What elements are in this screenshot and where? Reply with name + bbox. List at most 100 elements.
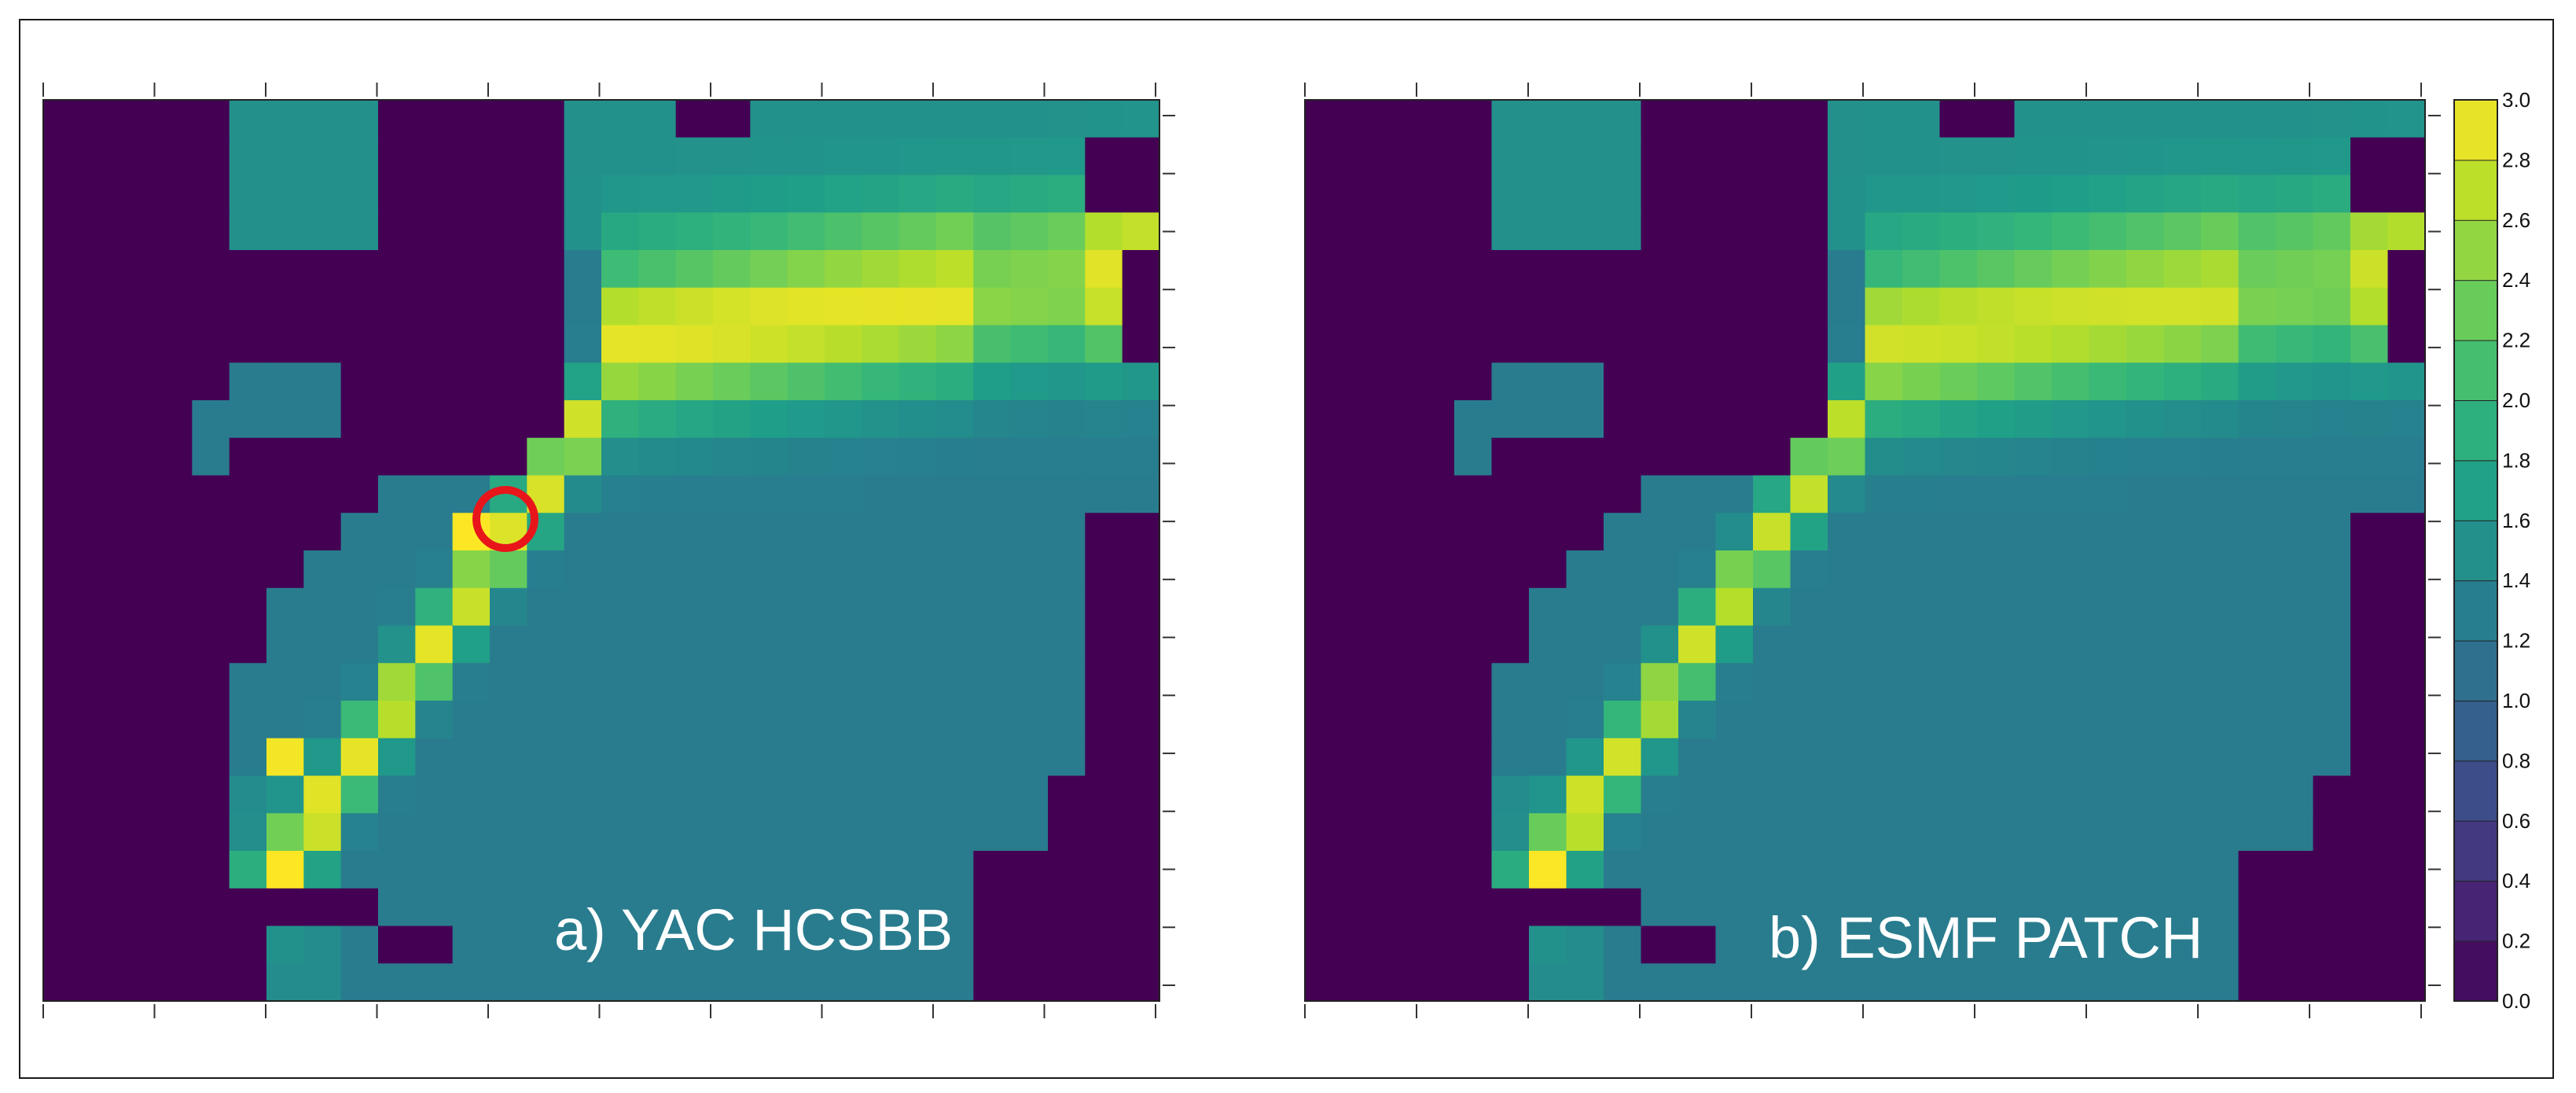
heatmap-cell: [973, 775, 1012, 814]
heatmap-panel-a: [42, 99, 1160, 1002]
heatmap-cell: [2313, 926, 2351, 964]
heatmap-cell: [192, 513, 230, 551]
heatmap-cell: [2163, 175, 2202, 213]
heatmap-cell: [1122, 100, 1160, 138]
heatmap-cell: [490, 888, 527, 927]
heatmap-cell: [1342, 587, 1380, 627]
heatmap-cell: [1566, 963, 1604, 1002]
heatmap-cell: [1865, 701, 1903, 739]
heatmap-cell: [303, 550, 342, 589]
heatmap-cell: [638, 625, 677, 664]
heatmap-cell: [155, 100, 193, 138]
heatmap-cell: [378, 137, 416, 176]
heatmap-cell: [713, 325, 751, 363]
heatmap-cell: [1828, 400, 1866, 439]
heatmap-cell: [1828, 137, 1866, 176]
heatmap-cell: [936, 250, 974, 289]
heatmap-cell: [340, 175, 379, 213]
heatmap-cell: [1048, 738, 1086, 777]
heatmap-cell: [675, 625, 714, 664]
heatmap-cell: [43, 475, 81, 513]
heatmap-cell: [2014, 738, 2052, 777]
heatmap-cell: [1380, 701, 1418, 739]
heatmap-cell: [117, 100, 156, 138]
heatmap-cell: [266, 926, 304, 964]
heatmap-cell: [2201, 775, 2240, 814]
heatmap-cell: [1790, 888, 1828, 927]
heatmap-cell: [1529, 250, 1567, 289]
heatmap-cell: [490, 587, 527, 627]
heatmap-cell: [1604, 888, 1642, 927]
heatmap-cell: [1678, 587, 1717, 627]
heatmap-cell: [2387, 175, 2426, 213]
heatmap-cell: [564, 926, 602, 964]
heatmap-cell: [2276, 775, 2314, 814]
heatmap-cell: [825, 701, 862, 739]
heatmap-cell: [452, 926, 491, 964]
heatmap-cell: [303, 663, 342, 701]
heatmap-cell: [2014, 701, 2052, 739]
heatmap-cell: [564, 212, 602, 251]
panel-b-label: b) ESMF PATCH: [1769, 905, 2203, 970]
heatmap-cell: [713, 437, 751, 477]
heatmap-cell: [1491, 175, 1530, 213]
heatmap-cell: [80, 926, 119, 964]
heatmap-cell: [1529, 287, 1567, 326]
heatmap-cell: [2052, 137, 2090, 176]
heatmap-cell: [2089, 513, 2127, 551]
heatmap-cell: [825, 325, 862, 363]
heatmap-cell: [266, 250, 304, 289]
heatmap-cell: [117, 738, 156, 777]
heatmap-cell: [527, 137, 565, 176]
heatmap-cell: [2163, 325, 2202, 363]
heatmap-cell: [1342, 738, 1380, 777]
heatmap-cell: [750, 738, 788, 777]
heatmap-cell: [1678, 513, 1717, 551]
heatmap-cell: [2201, 325, 2240, 363]
heatmap-cell: [155, 701, 193, 739]
heatmap-cell: [1491, 926, 1530, 964]
heatmap-cell: [1417, 175, 1455, 213]
heatmap-cell: [1122, 738, 1160, 777]
heatmap-cell: [117, 701, 156, 739]
heatmap-cell: [2238, 100, 2277, 138]
heatmap-cell: [936, 851, 974, 889]
heatmap-cell: [1977, 851, 2016, 889]
heatmap-cell: [2276, 587, 2314, 627]
heatmap-cell: [1865, 100, 1903, 138]
heatmap-cell: [43, 813, 81, 852]
heatmap-cell: [601, 550, 639, 589]
heatmap-cell: [1790, 437, 1828, 477]
heatmap-cell: [825, 250, 862, 289]
heatmap-cell: [713, 738, 751, 777]
heatmap-cell: [1902, 362, 1941, 401]
heatmap-cell: [527, 701, 565, 739]
heatmap-cell: [2313, 550, 2351, 589]
heatmap-cell: [1380, 963, 1418, 1002]
heatmap-cell: [2313, 587, 2351, 627]
figure-frame: [19, 19, 2554, 1079]
heatmap-cell: [601, 888, 639, 927]
heatmap-cell: [1122, 926, 1160, 964]
heatmap-cell: [1604, 513, 1642, 551]
heatmap-cell: [1305, 250, 1343, 289]
heatmap-cell: [1715, 738, 1754, 777]
heatmap-cell: [1085, 625, 1123, 664]
heatmap-cell: [1902, 250, 1941, 289]
heatmap-cell: [1010, 587, 1049, 627]
heatmap-cell: [2313, 325, 2351, 363]
heatmap-cell: [1048, 100, 1086, 138]
heatmap-cell: [452, 888, 491, 927]
heatmap-cell: [1715, 701, 1754, 739]
heatmap-cell: [638, 963, 677, 1002]
heatmap-cell: [1753, 437, 1791, 477]
heatmap-cell: [1454, 813, 1493, 852]
heatmap-cell: [713, 137, 751, 176]
heatmap-cell: [1380, 137, 1418, 176]
heatmap-cell: [1902, 625, 1941, 664]
heatmap-cell: [1753, 625, 1791, 664]
heatmap-cell: [973, 212, 1012, 251]
heatmap-cell: [1865, 550, 1903, 589]
heatmap-cell: [1828, 175, 1866, 213]
